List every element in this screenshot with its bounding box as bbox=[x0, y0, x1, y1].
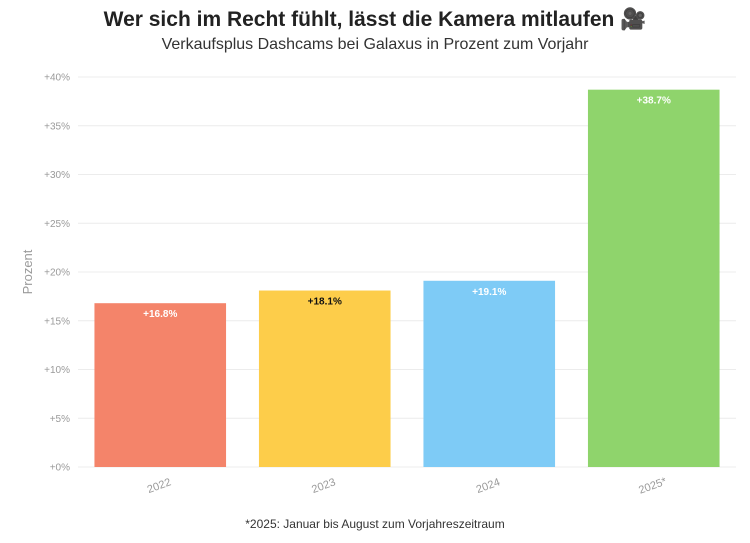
y-axis-ticks: +0% +5% +10% +15% +20% +25% +30% +35% +40% bbox=[44, 73, 70, 474]
y-tick-label: +5% bbox=[50, 414, 70, 425]
bar-2025 bbox=[587, 89, 720, 468]
y-tick-label: +25% bbox=[44, 219, 70, 230]
y-tick-label: +40% bbox=[44, 73, 70, 84]
x-tick-label: 2022 bbox=[146, 476, 173, 496]
y-tick-label: +30% bbox=[44, 170, 70, 181]
bar-value-label: +16.8% bbox=[143, 309, 177, 320]
bar-2023 bbox=[258, 290, 391, 467]
y-tick-label: +35% bbox=[44, 121, 70, 132]
chart-footnote: *2025: Januar bis August zum Vorjahresze… bbox=[245, 517, 505, 531]
bar-value-label: +19.1% bbox=[472, 287, 506, 298]
y-axis-title: Prozent bbox=[20, 249, 35, 294]
bar-2024 bbox=[423, 280, 556, 467]
bar-value-label: +18.1% bbox=[308, 297, 342, 308]
y-tick-label: +10% bbox=[44, 365, 70, 376]
bar-2022 bbox=[94, 303, 227, 467]
x-tick-label: 2024 bbox=[475, 476, 502, 496]
y-tick-label: +0% bbox=[50, 463, 70, 474]
bar-value-labels: +16.8% +18.1% +19.1% +38.7% bbox=[143, 96, 671, 321]
y-tick-label: +20% bbox=[44, 268, 70, 279]
x-axis-ticks: 2022 2023 2024 2025* bbox=[146, 475, 669, 496]
chart-title: Wer sich im Recht fühlt, lässt die Kamer… bbox=[103, 8, 647, 31]
x-tick-label: 2025* bbox=[637, 475, 669, 496]
bar-value-label: +38.7% bbox=[637, 96, 671, 107]
bars bbox=[94, 89, 720, 468]
x-tick-label: 2023 bbox=[310, 476, 337, 496]
chart-subtitle: Verkaufsplus Dashcams bei Galaxus in Pro… bbox=[161, 36, 589, 53]
y-tick-label: +15% bbox=[44, 316, 70, 327]
